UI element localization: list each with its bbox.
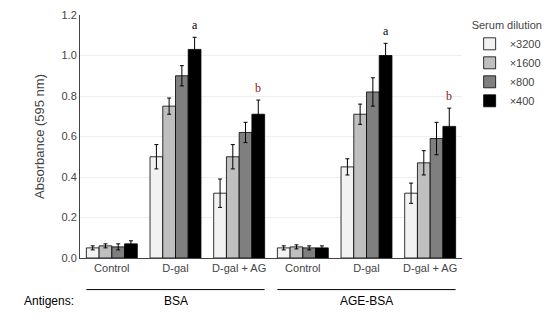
svg-text:Serum dilution: Serum dilution [472,19,542,31]
svg-text:1.2: 1.2 [62,9,77,21]
svg-text:1.0: 1.0 [62,49,77,61]
svg-text:a: a [192,18,198,32]
svg-text:×800: ×800 [510,76,535,88]
svg-text:×3200: ×3200 [510,38,541,50]
svg-text:D-gal: D-gal [162,262,188,274]
svg-text:0.4: 0.4 [62,171,77,183]
svg-text:0.2: 0.2 [62,211,77,223]
svg-text:Control: Control [285,262,320,274]
svg-text:D-gal + AG: D-gal + AG [403,262,457,274]
svg-text:×1600: ×1600 [510,57,541,69]
svg-text:AGE-BSA: AGE-BSA [340,294,393,308]
svg-text:Antigens:: Antigens: [24,294,74,308]
svg-text:D-gal + AG: D-gal + AG [212,262,266,274]
svg-text:Control: Control [94,262,129,274]
svg-text:b: b [255,81,261,95]
svg-text:0.8: 0.8 [62,90,77,102]
svg-text:0.6: 0.6 [62,130,77,142]
svg-text:Absorbance (595 nm): Absorbance (595 nm) [32,74,47,199]
svg-text:b: b [446,89,452,103]
svg-text:0.0: 0.0 [62,252,77,264]
svg-text:a: a [383,24,389,38]
svg-text:×400: ×400 [510,95,535,107]
svg-text:BSA: BSA [164,294,188,308]
svg-text:D-gal: D-gal [353,262,379,274]
